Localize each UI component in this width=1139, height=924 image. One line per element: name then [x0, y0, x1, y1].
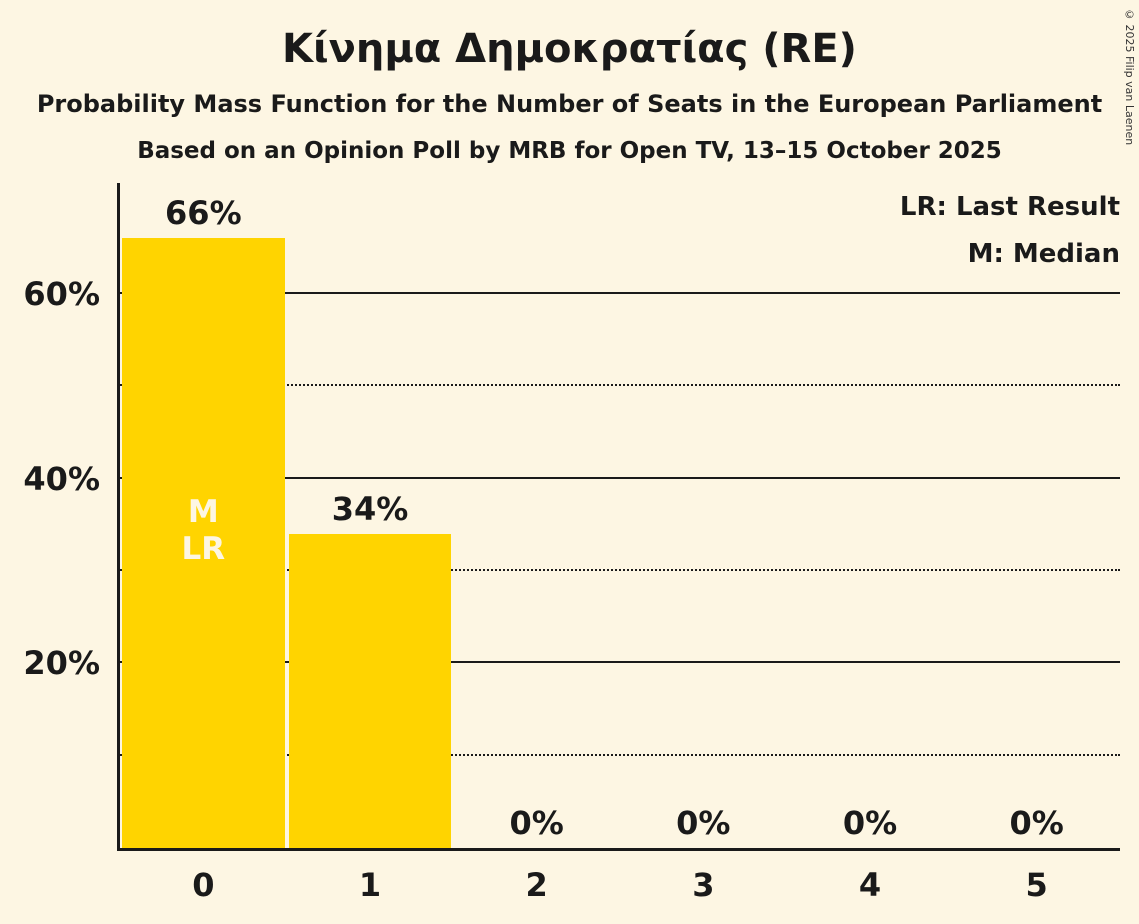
minor-gridline-30 [120, 568, 1120, 571]
y-axis-tick-label: 40% [23, 459, 100, 498]
bar-value-label: 0% [842, 804, 898, 842]
bar-value-label: 0% [1009, 804, 1064, 842]
y-axis-tick-label: 60% [23, 274, 100, 313]
y-axis-line [117, 183, 120, 851]
copyright-notice: © 2025 Filip van Laenen [1123, 8, 1136, 146]
bar-value-label: 0% [509, 804, 564, 842]
bar-annotations: M LR [122, 494, 285, 568]
major-gridline-60 [120, 291, 1120, 294]
chart-subtitle-poll-info: Based on an Opinion Poll by MRB for Open… [137, 138, 1002, 164]
x-axis-labels: 0 1 2 3 4 5 [120, 866, 1120, 912]
last-result-marker: LR [181, 531, 226, 568]
x-axis-label: 3 [692, 866, 715, 904]
major-gridline-20 [120, 661, 1120, 664]
x-axis-line [117, 848, 1120, 851]
major-gridline-40 [120, 476, 1120, 479]
chart-title: Κίνημα Δημοκρατίας (RE) [282, 26, 857, 72]
bar-value-label: 66% [165, 194, 242, 233]
bar-value-label: 34% [331, 489, 409, 528]
legend-last-result-label: LR: Last Result [899, 192, 1120, 222]
x-axis-label: 0 [192, 866, 215, 904]
bar-value-label: 0% [676, 804, 731, 842]
x-axis-label: 4 [858, 866, 882, 904]
plot-area: 20% 40% 60% M LR 66% 34% 0% 0% 0% 0% [23, 183, 1120, 848]
chart-subtitle: Probability Mass Function for the Number… [36, 90, 1103, 118]
median-marker: M [187, 494, 219, 531]
x-axis-label: 2 [525, 866, 548, 904]
bar-seats-0: M LR [122, 238, 285, 848]
y-axis-tick-label: 20% [23, 644, 100, 683]
bar-seats-1 [288, 533, 452, 848]
minor-gridline-50 [120, 384, 1120, 387]
legend: LR: Last Result M: Median [900, 184, 1120, 278]
x-axis-label: 1 [358, 866, 382, 904]
legend-median-label: M: Median [967, 239, 1120, 269]
minor-gridline-10 [120, 753, 1120, 756]
x-axis-label: 5 [1025, 866, 1048, 904]
